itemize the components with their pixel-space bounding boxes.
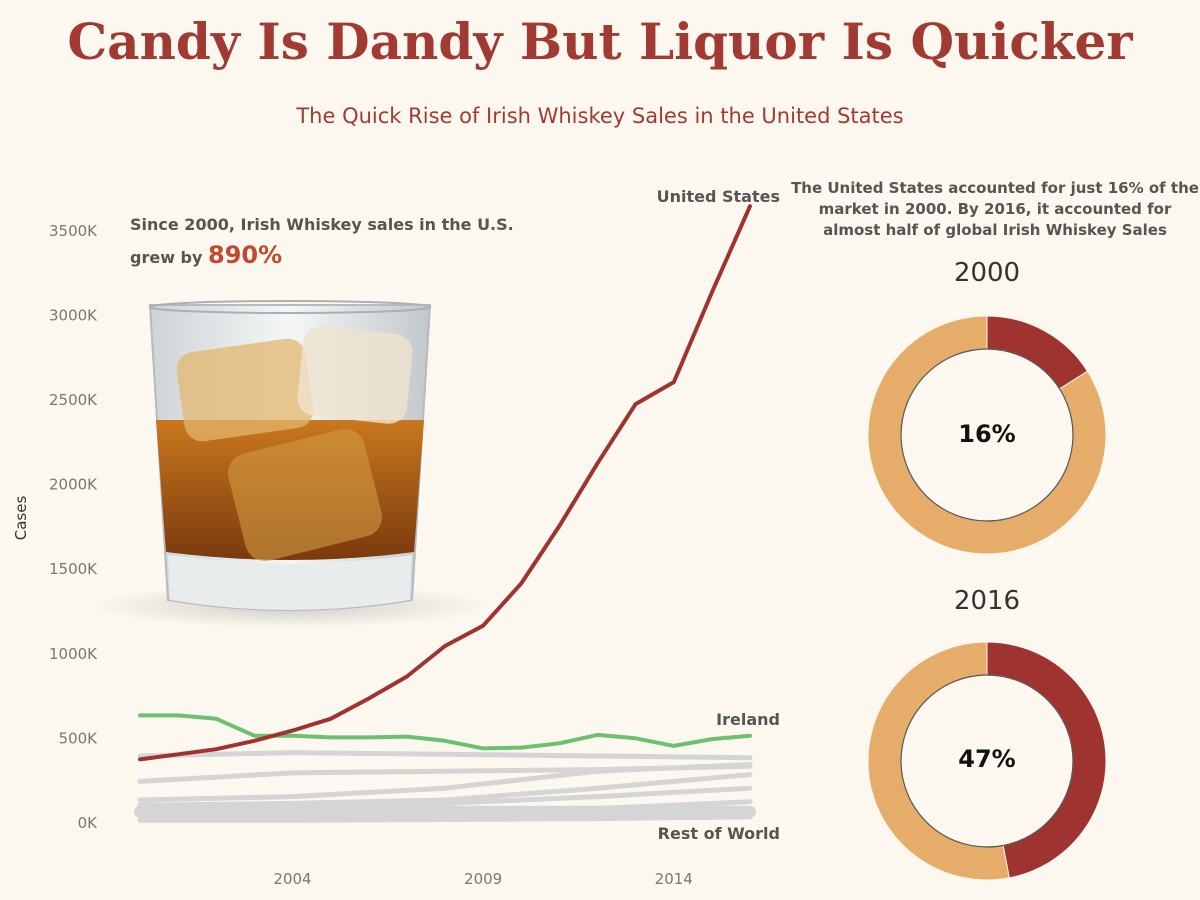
page-title: Candy Is Dandy But Liquor Is Quicker [67, 12, 1133, 71]
series-line-country-6 [137, 772, 753, 808]
series-line-ireland [138, 713, 752, 751]
x-tick-label: 2009 [464, 870, 502, 888]
donut-2016-hole [900, 674, 1074, 848]
y-axis-label: Cases [12, 496, 30, 541]
series-line-country-3 [137, 750, 753, 761]
y-tick-label: 1000K [49, 645, 98, 663]
series-line-united-states [138, 204, 752, 762]
donut-2000-hole [900, 348, 1074, 522]
series-label-ireland: Ireland [716, 710, 780, 729]
y-tick-label: 0K [78, 814, 99, 832]
donut-note: The United States accounted for just 16%… [791, 179, 1199, 239]
growth-highlight: 890% [208, 241, 283, 269]
y-tick-label: 2000K [49, 476, 98, 494]
growth-annotation: Since 2000, Irish Whiskey sales in the U… [130, 210, 550, 273]
donut-2016-center-label: 47% [958, 745, 1016, 773]
y-tick-label: 2500K [49, 391, 98, 409]
growth-annotation-text: Since 2000, Irish Whiskey sales in the U… [130, 215, 514, 267]
series-label-united-states: United States [657, 187, 780, 206]
y-tick-label: 500K [59, 729, 99, 747]
y-tick-label: 1500K [49, 560, 98, 578]
y-tick-label: 3000K [49, 306, 98, 324]
series-label-rest-of-world: Rest of World [658, 824, 780, 843]
donut-2016-title: 2016 [953, 586, 1021, 616]
series-line-country-5 [137, 762, 753, 803]
donut-2000-center-label: 16% [958, 420, 1016, 448]
series-line-country-10 [137, 814, 753, 823]
page-subtitle: The Quick Rise of Irish Whiskey Sales in… [296, 104, 904, 128]
x-tick-label: 2014 [655, 870, 693, 888]
donut-2000-title: 2000 [953, 258, 1021, 288]
y-tick-label: 3500K [49, 222, 98, 240]
whiskey-glass-illustration [90, 300, 490, 628]
x-tick-label: 2004 [273, 870, 311, 888]
